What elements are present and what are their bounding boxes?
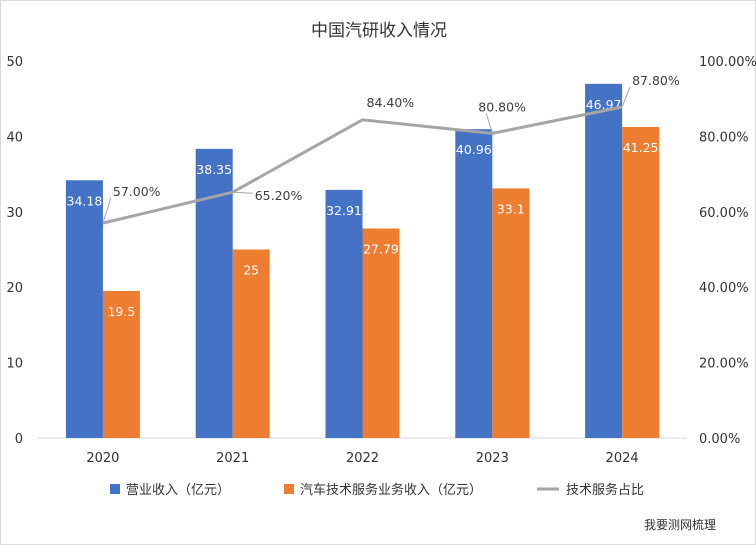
- revenue-bar: [585, 83, 623, 439]
- line-data-label: 57.00%: [113, 184, 161, 199]
- bar-data-label: 34.18: [67, 193, 103, 208]
- revenue-bar: [325, 189, 363, 438]
- y-left-tick-label: 40: [6, 130, 23, 145]
- credit-text: 我要测网梳理: [644, 517, 716, 532]
- y-right-tick-label: 100.00%: [699, 55, 756, 70]
- revenue-bar: [455, 129, 493, 438]
- legend-label: 技术服务占比: [566, 482, 644, 498]
- line-data-label: 80.80%: [478, 99, 526, 114]
- bar-data-label: 40.96: [456, 142, 492, 157]
- bar-data-label: 19.5: [107, 304, 135, 319]
- bar-data-label: 38.35: [196, 162, 232, 177]
- legend: 营业收入（亿元） 汽车技术服务业务收入（亿元） 技术服务占比: [110, 482, 644, 498]
- y-left-tick-label: 10: [6, 357, 23, 372]
- service-revenue-bar: [232, 249, 270, 438]
- y-right-tick-label: 20.00%: [699, 357, 749, 372]
- line-label-leader: [232, 191, 253, 194]
- bar-data-label: 33.1: [497, 201, 525, 216]
- y-right-tick-label: 60.00%: [699, 206, 749, 221]
- service-revenue-bar: [622, 126, 660, 438]
- y-left-tick-label: 30: [6, 206, 23, 221]
- y-left-tick-label: 20: [6, 281, 23, 296]
- chart-title: 中国汽研收入情况: [311, 21, 447, 41]
- y-right-tick-label: 40.00%: [699, 281, 749, 296]
- share-line: 57.00% 65.20% 84.40% 80.80% 87.80%: [102, 73, 680, 225]
- x-tick-label: 2023: [476, 451, 509, 466]
- service-revenue-bar: [102, 290, 140, 438]
- y-left-tick-label: 0: [15, 432, 23, 447]
- line-label-leader: [485, 113, 493, 134]
- right-y-axis: 0.00% 20.00% 40.00% 60.00% 80.00% 100.00%: [699, 55, 756, 447]
- y-right-tick-label: 0.00%: [699, 432, 740, 447]
- bar-data-label: 27.79: [363, 241, 399, 256]
- y-left-tick-label: 50: [6, 55, 23, 70]
- left-y-axis: 0 10 20 30 40 50: [6, 55, 23, 447]
- x-tick-label: 2020: [86, 451, 119, 466]
- line-data-label: 87.80%: [632, 73, 680, 88]
- x-tick-label: 2024: [606, 451, 639, 466]
- legend-swatch: [284, 484, 294, 494]
- service-revenue-bar: [362, 228, 400, 438]
- x-tick-label: 2021: [216, 451, 249, 466]
- bars: 34.1819.538.352532.9127.7940.9633.146.97…: [65, 83, 660, 439]
- service-revenue-bar: [492, 188, 530, 438]
- legend-swatch: [110, 484, 120, 494]
- line-label-leader: [102, 197, 112, 224]
- y-right-tick-label: 80.00%: [699, 130, 749, 145]
- revenue-bar: [65, 180, 103, 438]
- bar-data-label: 41.25: [623, 140, 659, 155]
- share-line-path: [102, 105, 623, 225]
- bar-data-label: 32.91: [326, 203, 362, 218]
- line-data-label: 84.40%: [367, 95, 415, 110]
- legend-label: 汽车技术服务业务收入（亿元）: [300, 482, 482, 498]
- line-data-label: 65.20%: [255, 188, 303, 203]
- line-label-leader: [621, 86, 631, 108]
- legend-label: 营业收入（亿元）: [126, 483, 230, 498]
- x-axis-labels: 2020 2021 2022 2023 2024: [86, 451, 638, 466]
- bar-data-label: 25: [243, 263, 259, 278]
- x-tick-label: 2022: [346, 451, 379, 466]
